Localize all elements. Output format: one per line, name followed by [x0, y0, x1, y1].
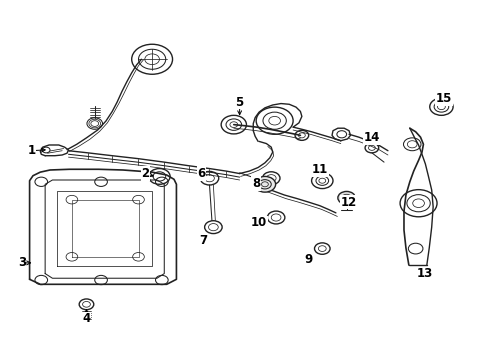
Text: 11: 11	[311, 163, 327, 176]
Text: 14: 14	[363, 131, 379, 144]
Circle shape	[254, 176, 275, 192]
Text: 4: 4	[82, 312, 90, 325]
Text: 8: 8	[251, 177, 260, 190]
Text: 3: 3	[18, 256, 26, 269]
Text: 12: 12	[340, 195, 356, 209]
Text: 7: 7	[199, 234, 207, 247]
Text: 13: 13	[415, 267, 432, 280]
Text: 10: 10	[250, 216, 266, 229]
Circle shape	[42, 147, 50, 153]
Text: 15: 15	[435, 92, 451, 105]
Text: 1: 1	[27, 144, 36, 157]
Circle shape	[337, 192, 355, 204]
Text: 2: 2	[141, 167, 149, 180]
Text: 5: 5	[235, 96, 243, 109]
Text: 6: 6	[197, 167, 205, 180]
Text: 9: 9	[304, 253, 312, 266]
